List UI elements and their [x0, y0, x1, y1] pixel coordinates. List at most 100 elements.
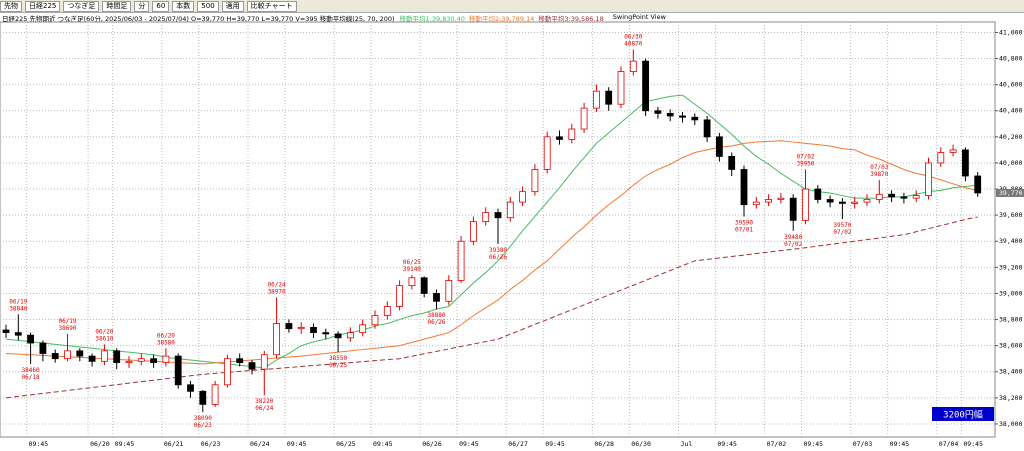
y-tick-label: 41,000	[999, 28, 1023, 36]
x-tick-label: 06/27	[508, 440, 528, 448]
compare-button[interactable]: 比較チャート	[246, 0, 297, 12]
y-tick-label: 40,000	[999, 159, 1023, 167]
candle-body	[420, 277, 428, 294]
legend-name: 移動平均1:	[399, 15, 432, 23]
x-tick-label: 06/24	[250, 440, 270, 448]
swing-low-date: 07/02	[784, 241, 802, 248]
candle-body	[76, 350, 84, 357]
candle-body	[482, 212, 490, 223]
candle-body	[383, 306, 391, 317]
candle-body	[679, 115, 686, 118]
y-tick-label: 38,600	[999, 342, 1023, 350]
apply-button[interactable]: 適用	[221, 0, 244, 12]
x-tick-label: 06/21	[164, 440, 184, 448]
swing-high-value: 38690	[58, 325, 76, 332]
candle-body	[974, 175, 982, 194]
swing-low-date: 07/02	[833, 229, 851, 236]
period-button[interactable]: 時間足	[102, 0, 132, 12]
y-tick-label: 40,400	[999, 107, 1023, 115]
x-tick-label: 06/28	[594, 440, 614, 448]
y-tick-label: 39,400	[999, 237, 1023, 245]
symbol-select[interactable]: 日経225	[25, 0, 61, 12]
candle-body	[752, 201, 760, 206]
candle-body	[297, 326, 305, 330]
candle-body	[802, 188, 809, 221]
candle-body	[39, 342, 47, 354]
swing-high-value: 39950	[796, 160, 814, 167]
swing-high-date: 06/25	[403, 259, 421, 266]
x-tick-label: 09:45	[963, 440, 983, 448]
swing-high-value: 39140	[403, 266, 421, 273]
range-badge-box	[932, 407, 994, 421]
candle-body	[900, 196, 908, 199]
subtitle: 日経225 先物期近 つなぎ足(60分, 2025/06/03 - 2025/0…	[2, 15, 395, 23]
candle-body	[506, 201, 514, 219]
swing-low-value: 38090	[194, 415, 212, 422]
swing-low-date: 06/24	[255, 405, 273, 412]
last-price-label: 39,770	[999, 189, 1023, 197]
swing-high-date: 06/20	[95, 328, 113, 335]
candle-body	[580, 107, 588, 130]
candle-body	[826, 199, 834, 203]
candle-body	[322, 332, 330, 335]
legend-value: 39,830.40	[431, 15, 465, 23]
y-tick-label: 39,200	[999, 263, 1023, 271]
swing-low-value: 39480	[784, 234, 802, 241]
candle-body	[642, 60, 649, 112]
x-tick-label: 09:45	[373, 440, 393, 448]
market-select[interactable]: 先物	[0, 0, 22, 12]
candle-body	[789, 197, 797, 221]
x-tick-label: 09:45	[545, 440, 565, 448]
candle-body	[863, 199, 871, 203]
swing-high-date: 06/19	[58, 318, 76, 325]
legend-entry: 移動平均1:39,830.40	[400, 15, 465, 23]
candle-body	[949, 149, 957, 153]
last-price-box	[996, 188, 1024, 197]
candle-body	[371, 315, 379, 326]
candle-body	[64, 350, 71, 360]
candle-body	[162, 355, 170, 364]
x-tick-label: 09:45	[890, 440, 910, 448]
candle-body	[137, 358, 145, 362]
candle-body	[912, 195, 920, 199]
legend-name: 移動平均2:	[468, 15, 502, 23]
candle-body	[556, 136, 563, 140]
x-tick-label: 09:45	[804, 440, 824, 448]
x-tick-label: 06/30	[631, 440, 651, 448]
candle-body	[875, 193, 883, 200]
chain-select[interactable]: つなぎ足	[63, 0, 100, 12]
legend: 移動平均1:39,830.40 移動平均2:39,789.14 移動平均3:39,5…	[400, 13, 608, 23]
candle-body	[765, 199, 772, 203]
candle-body	[666, 112, 674, 117]
swing-low-date: 06/18	[22, 374, 40, 381]
swing-low-value: 38880	[427, 312, 445, 319]
swing-high-date: 06/20	[157, 332, 175, 339]
candle-body	[839, 201, 846, 204]
candle-body	[457, 240, 465, 281]
swing-high-value: 39870	[870, 171, 888, 178]
candle-body	[445, 279, 453, 302]
swing-low-date: 06/25	[329, 362, 347, 369]
swing-high-value: 40870	[624, 40, 642, 47]
candle-body	[248, 362, 256, 370]
candle-body	[617, 71, 625, 105]
y-tick-label: 38,200	[999, 394, 1023, 402]
candle-body	[236, 358, 244, 364]
candle-body	[494, 212, 502, 219]
x-tick-label: 09:45	[459, 440, 479, 448]
y-tick-label: 38,400	[999, 368, 1023, 376]
swing-low-date: 06/26	[427, 319, 445, 326]
candle-body	[174, 355, 182, 386]
candle-body	[728, 156, 736, 170]
candle-body	[519, 191, 526, 203]
candle-body	[543, 136, 551, 170]
count-input[interactable]: 500	[197, 0, 219, 12]
x-tick-label: 09:45	[287, 440, 307, 448]
x-tick-label: 06/26	[422, 440, 442, 448]
x-tick-label: 07/04	[939, 440, 959, 448]
minutes-input[interactable]: 60	[152, 0, 170, 12]
swing-high-value: 38970	[268, 288, 286, 295]
candle-body	[740, 169, 748, 206]
candle-body	[334, 333, 342, 339]
candle-body	[851, 201, 859, 204]
